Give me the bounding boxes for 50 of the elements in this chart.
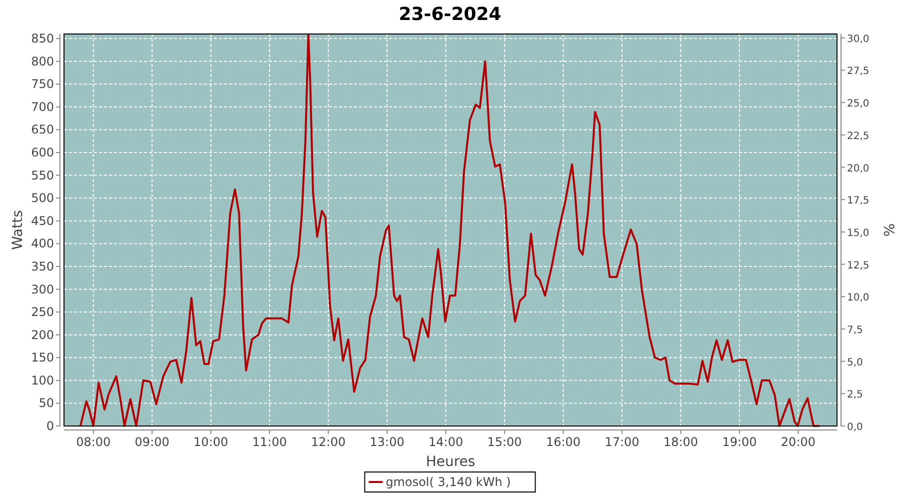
y-tick-label: 500 [31, 191, 54, 206]
x-tick-label: 09:00 [134, 435, 170, 449]
x-tick-label: 11:00 [252, 435, 287, 449]
y-tick-label: 300 [31, 282, 54, 296]
y2-tick-label: 15,0 [847, 228, 870, 239]
y2-tick-label: 20,0 [847, 163, 870, 174]
y-tick-label: 50 [38, 396, 54, 410]
x-tick-label: 10:00 [194, 435, 228, 449]
y2-tick-label: 25,0 [847, 98, 870, 110]
y2-tick-label: 0,0 [847, 422, 863, 433]
y-axis-title: Watts [10, 210, 26, 250]
y-tick-label: 450 [31, 214, 54, 228]
y-tick-label: 0 [46, 419, 54, 433]
y2-tick-label: 27,5 [847, 66, 870, 78]
x-axis-title: Heures [426, 454, 476, 470]
x-tick-label: 16:00 [546, 435, 581, 449]
y2-tick-label: 12,5 [847, 260, 870, 272]
y2-tick-label: 22,5 [847, 130, 870, 142]
y2-tick-label: 17,5 [847, 196, 870, 207]
chart-title: 23-6-2024 [398, 4, 502, 25]
y-tick-label: 700 [31, 100, 54, 114]
x-tick-label: 17:00 [604, 435, 640, 449]
y-tick-label: 350 [31, 259, 54, 274]
y-tick-label: 600 [31, 146, 54, 160]
y2-tick-label: 5,0 [847, 357, 863, 368]
x-tick-label: 14:00 [428, 435, 464, 449]
y-tick-label: 250 [31, 305, 54, 320]
x-tick-label: 20:00 [780, 435, 816, 449]
y-tick-label: 200 [31, 328, 54, 342]
y2-tick-label: 30,0 [847, 34, 870, 45]
y2-tick-label: 10,0 [847, 292, 870, 304]
x-tick-label: 12:00 [311, 435, 346, 449]
legend-label: gmosol( 3,140 kWh ) [386, 475, 511, 489]
y2-axis-title: % [880, 223, 896, 237]
y-tick-label: 150 [31, 350, 54, 365]
x-tick-label: 15:00 [487, 435, 522, 449]
y-tick-label: 550 [31, 168, 54, 182]
x-tick-label: 18:00 [663, 435, 698, 449]
y2-tick-label: 7,5 [847, 324, 863, 336]
y-tick-label: 400 [31, 236, 54, 251]
y-tick-label: 750 [31, 77, 54, 92]
x-tick-label: 13:00 [370, 435, 404, 449]
y-tick-label: 850 [31, 32, 54, 46]
y-tick-label: 650 [31, 122, 54, 137]
y-tick-label: 800 [31, 54, 54, 68]
x-tick-label: 19:00 [722, 435, 757, 449]
y2-tick-label: 2,5 [847, 390, 863, 401]
y-tick-label: 100 [31, 373, 54, 388]
x-tick-label: 08:00 [76, 435, 111, 449]
line-series [79, 33, 820, 427]
